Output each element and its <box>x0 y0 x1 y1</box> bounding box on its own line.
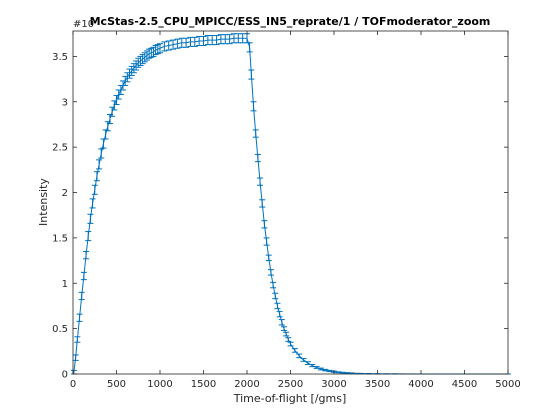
data-point <box>296 353 303 359</box>
x-tick-label: 3000 <box>321 379 346 390</box>
data-point <box>170 39 177 50</box>
data-point <box>93 171 100 182</box>
x-tick-label: 4000 <box>408 379 433 390</box>
data-point <box>226 34 233 45</box>
data-point <box>96 159 103 170</box>
data-point <box>278 319 285 326</box>
chart-title: McStas-2.5_CPU_MPICC/ESS_IN5_reprate/1 /… <box>90 15 491 28</box>
data-point <box>91 184 98 195</box>
plot-area <box>73 31 508 374</box>
data-point <box>174 38 181 49</box>
x-tick-label: 3500 <box>365 379 390 390</box>
data-point <box>248 69 255 80</box>
x-tick-label: 5000 <box>495 379 520 390</box>
data-point <box>78 291 85 301</box>
data-point <box>165 40 172 51</box>
data-point <box>259 199 266 208</box>
data-point <box>263 237 270 246</box>
y-tick-label: 2 <box>62 188 68 199</box>
data-point <box>200 35 207 47</box>
x-tick-label: 4500 <box>452 379 477 390</box>
data-point <box>274 302 281 310</box>
data-point <box>161 41 168 52</box>
axes-layer <box>72 30 509 375</box>
data-point <box>291 348 298 353</box>
data-point <box>183 37 190 48</box>
y-tick-label: 1 <box>62 279 68 290</box>
data-point <box>317 367 324 371</box>
y-tick-label: 0.5 <box>52 324 68 335</box>
data-point <box>261 220 268 229</box>
data-point <box>213 35 220 46</box>
data-point <box>72 354 79 361</box>
x-tick-label: 0 <box>70 379 76 390</box>
data-point <box>254 153 261 163</box>
data-point <box>283 331 290 337</box>
data-point <box>287 341 294 347</box>
data-point <box>272 292 279 300</box>
x-tick-label: 500 <box>107 379 126 390</box>
data-point <box>348 372 355 374</box>
data-point <box>246 42 253 53</box>
x-axis-title: Time-of-flight [/gms] <box>233 392 347 405</box>
data-point <box>157 43 163 54</box>
y-tick-label: 0 <box>62 370 68 381</box>
x-tick-label: 2500 <box>278 379 303 390</box>
y-tick-label: 2.5 <box>52 143 68 154</box>
y-tick-label: 1.5 <box>52 233 68 244</box>
data-point <box>83 251 90 260</box>
data-point <box>74 336 81 343</box>
y-exponent-label: #10 <box>73 19 94 30</box>
y-tick-label: 3 <box>62 97 68 108</box>
y-tick-label: 3.5 <box>52 52 68 63</box>
data-point <box>76 313 83 322</box>
data-point <box>265 254 272 262</box>
series-layer <box>70 33 511 375</box>
data-point <box>98 148 105 159</box>
data-point <box>85 231 92 242</box>
data-point <box>80 271 87 281</box>
data-point <box>89 198 96 209</box>
x-tick-label: 1000 <box>147 379 172 390</box>
data-point <box>270 281 277 289</box>
x-tick-label: 1500 <box>191 379 216 390</box>
data-point <box>276 310 283 318</box>
tick-labels: 0 500 1000 1500 2000 2500 3000 3500 4000 4500 5000… <box>52 52 521 390</box>
data-point <box>257 177 264 186</box>
data-point <box>267 269 274 276</box>
data-point <box>191 36 198 47</box>
data-point <box>280 326 287 331</box>
x-tick-label: 2000 <box>234 379 259 390</box>
data-point <box>252 129 259 138</box>
data-point <box>285 337 292 342</box>
data-point <box>250 101 257 112</box>
y-axis-title: Intensity <box>37 178 50 226</box>
data-point <box>87 213 94 224</box>
